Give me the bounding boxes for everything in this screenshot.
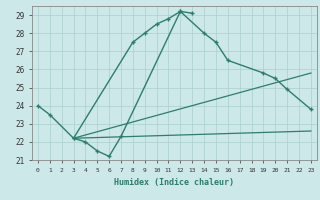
- X-axis label: Humidex (Indice chaleur): Humidex (Indice chaleur): [115, 178, 234, 187]
